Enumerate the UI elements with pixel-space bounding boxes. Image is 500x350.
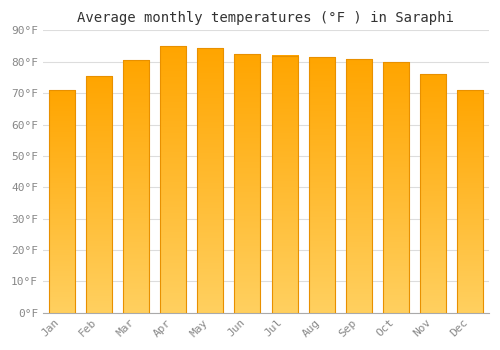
Bar <box>458 90 483 313</box>
Bar <box>197 48 223 313</box>
Bar <box>160 46 186 313</box>
Bar <box>346 59 372 313</box>
Title: Average monthly temperatures (°F ) in Saraphi: Average monthly temperatures (°F ) in Sa… <box>78 11 454 25</box>
Bar <box>420 74 446 313</box>
Bar <box>346 59 372 313</box>
Bar <box>308 57 334 313</box>
Bar <box>308 57 334 313</box>
Bar <box>197 48 223 313</box>
Bar <box>272 56 297 313</box>
Bar <box>458 90 483 313</box>
Bar <box>383 62 409 313</box>
Bar <box>123 60 149 313</box>
Bar <box>48 90 74 313</box>
Bar <box>272 56 297 313</box>
Bar <box>48 90 74 313</box>
Bar <box>160 46 186 313</box>
Bar <box>420 74 446 313</box>
Bar <box>86 76 112 313</box>
Bar <box>86 76 112 313</box>
Bar <box>383 62 409 313</box>
Bar <box>234 54 260 313</box>
Bar <box>234 54 260 313</box>
Bar <box>123 60 149 313</box>
